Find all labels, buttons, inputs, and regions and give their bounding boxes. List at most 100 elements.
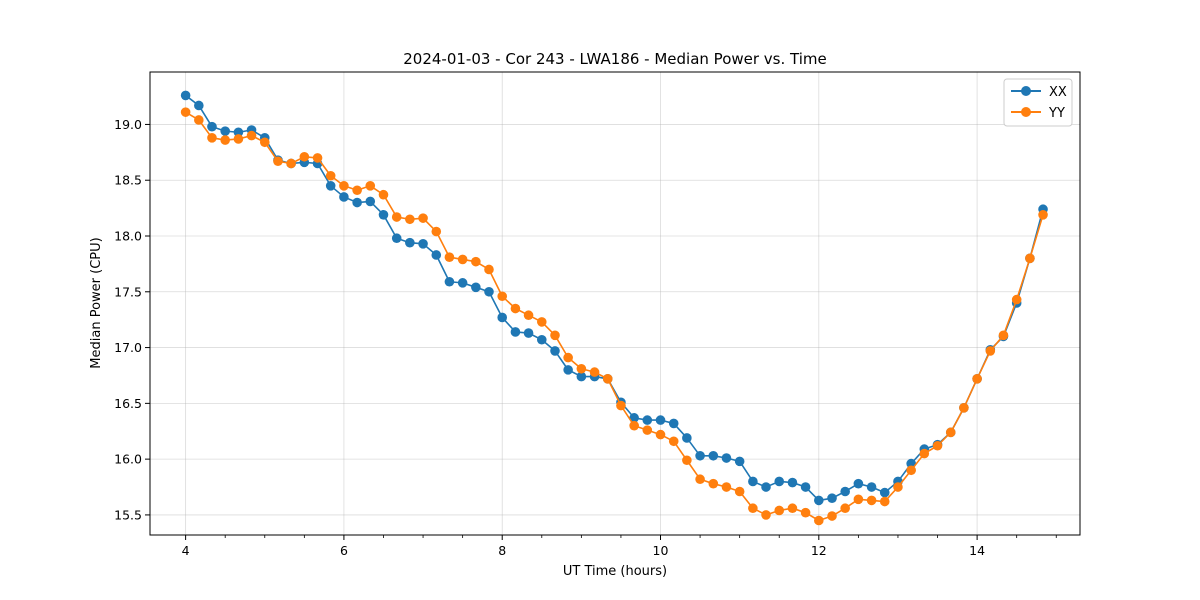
data-point-xx xyxy=(457,278,468,288)
data-point-xx xyxy=(853,478,864,489)
data-point-yy xyxy=(352,185,362,196)
data-point-yy xyxy=(695,474,705,485)
y-tick-label: 15.5 xyxy=(114,507,142,522)
data-point-yy xyxy=(365,181,376,191)
data-point-xx xyxy=(576,371,587,382)
data-point-yy xyxy=(616,400,626,411)
data-point-yy xyxy=(668,436,679,447)
data-point-yy xyxy=(602,374,613,384)
data-point-yy xyxy=(919,448,930,459)
data-point-yy xyxy=(563,352,573,363)
data-point-yy xyxy=(471,256,481,267)
data-point-yy xyxy=(246,130,257,141)
data-point-yy xyxy=(985,346,996,356)
data-point-xx xyxy=(827,493,837,503)
data-point-xx xyxy=(325,181,336,191)
data-point-xx xyxy=(668,418,679,429)
data-point-xx xyxy=(180,90,191,101)
data-point-xx xyxy=(510,327,521,337)
data-point-yy xyxy=(787,503,798,514)
data-point-xx xyxy=(866,482,877,492)
data-point-yy xyxy=(774,505,785,516)
data-point-xx xyxy=(800,482,811,492)
data-point-yy xyxy=(286,158,296,169)
data-point-xx xyxy=(391,233,402,244)
y-tick-label: 19.0 xyxy=(114,117,142,132)
y-axis-label: Median Power (CPU) xyxy=(89,237,104,368)
data-point-xx xyxy=(708,450,719,461)
data-point-xx xyxy=(431,250,442,260)
data-point-xx xyxy=(840,486,850,497)
data-point-yy xyxy=(391,212,402,222)
data-point-xx xyxy=(550,346,560,356)
data-point-yy xyxy=(576,363,587,374)
y-axis: 15.5 16.0 16.5 17.0 17.5 18.0 18.5 19.0 xyxy=(114,117,150,522)
x-tick-label: 6 xyxy=(340,543,348,558)
data-point-xx xyxy=(787,477,798,488)
data-point-xx xyxy=(523,328,534,338)
data-point-xx xyxy=(734,456,745,467)
data-point-yy xyxy=(734,486,745,497)
data-point-yy xyxy=(536,317,547,327)
data-point-yy xyxy=(550,330,560,341)
x-tick-label: 10 xyxy=(653,543,669,558)
y-tick-label: 17.0 xyxy=(114,340,142,355)
x-tick-label: 14 xyxy=(969,543,985,558)
data-point-yy xyxy=(840,503,850,514)
data-point-yy xyxy=(629,420,639,431)
data-point-yy xyxy=(339,181,349,191)
series-layer xyxy=(180,90,1048,526)
data-point-xx xyxy=(682,433,692,443)
data-point-xx xyxy=(748,476,758,487)
data-point-xx xyxy=(695,450,705,461)
y-tick-label: 18.0 xyxy=(114,229,142,244)
data-point-yy xyxy=(761,510,771,520)
data-point-yy xyxy=(814,515,824,526)
x-tick-label: 8 xyxy=(498,543,506,558)
legend-label-xx: XX xyxy=(1049,85,1067,100)
data-point-xx xyxy=(233,127,244,138)
data-point-yy xyxy=(945,427,956,438)
data-point-yy xyxy=(418,213,428,223)
data-point-xx xyxy=(642,415,653,425)
data-point-yy xyxy=(510,303,521,314)
data-point-yy xyxy=(180,107,191,117)
data-point-yy xyxy=(299,151,310,162)
data-point-xx xyxy=(536,334,547,345)
data-point-xx xyxy=(879,487,890,498)
data-point-yy xyxy=(457,254,468,265)
data-point-xx xyxy=(471,282,481,293)
data-point-yy xyxy=(1038,210,1048,220)
data-point-yy xyxy=(800,507,811,518)
legend-marker-xx xyxy=(1021,86,1031,96)
data-point-yy xyxy=(1025,253,1035,264)
data-point-yy xyxy=(721,482,732,492)
legend: XX YY xyxy=(1003,78,1073,127)
data-point-yy xyxy=(932,440,943,451)
data-point-yy xyxy=(523,310,534,321)
data-point-yy xyxy=(893,482,903,492)
data-point-yy xyxy=(708,478,719,489)
legend-marker-yy xyxy=(1021,107,1031,117)
data-point-xx xyxy=(721,453,732,463)
y-tick-label: 18.5 xyxy=(114,173,142,188)
data-point-yy xyxy=(655,429,666,440)
x-tick-label: 12 xyxy=(811,543,827,558)
legend-label-yy: YY xyxy=(1048,106,1065,121)
data-point-yy xyxy=(682,455,692,466)
data-point-xx xyxy=(563,365,573,375)
data-point-yy xyxy=(497,291,508,302)
data-point-xx xyxy=(220,126,230,136)
chart-title: 2024-01-03 - Cor 243 - LWA186 - Median P… xyxy=(403,50,827,68)
data-point-yy xyxy=(866,495,877,506)
data-point-yy xyxy=(642,425,653,435)
data-point-yy xyxy=(484,264,494,275)
data-point-yy xyxy=(405,214,415,225)
y-tick-label: 17.5 xyxy=(114,284,142,299)
data-point-xx xyxy=(761,482,771,492)
data-point-yy xyxy=(378,189,389,200)
data-point-yy xyxy=(589,367,600,377)
data-point-yy xyxy=(959,403,969,413)
data-point-xx xyxy=(774,476,785,487)
data-point-xx xyxy=(378,210,389,220)
